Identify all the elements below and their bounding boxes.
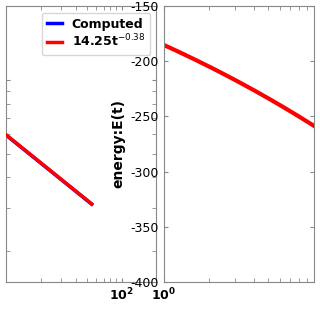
Computed (13, 140, 17, 144)
Computed (44, 165, 48, 169)
14.25t$^{-0.38}$ (44, 165, 48, 169)
Line: 14.25t$^{-0.38}$: 14.25t$^{-0.38}$ (6, 135, 92, 204)
14.25t$^{-0.38}$ (4, 133, 8, 137)
Computed (86, 199, 90, 203)
Computed (88, 201, 92, 204)
14.25t$^{-0.38}$ (86, 199, 90, 203)
14.25t$^{-0.38}$ (88, 200, 92, 204)
Legend: Computed, 14.25t$^{-0.38}$: Computed, 14.25t$^{-0.38}$ (42, 13, 150, 55)
14.25t$^{-0.38}$ (17, 143, 20, 147)
Y-axis label: energy:E(t): energy:E(t) (111, 100, 125, 188)
Computed (17, 143, 20, 147)
Computed (4, 133, 8, 137)
14.25t$^{-0.38}$ (90, 202, 93, 206)
Computed (90, 202, 93, 206)
14.25t$^{-0.38}$ (13, 140, 17, 144)
Line: Computed: Computed (6, 135, 92, 204)
14.25t$^{-0.38}$ (35, 158, 39, 162)
Computed (35, 158, 39, 162)
